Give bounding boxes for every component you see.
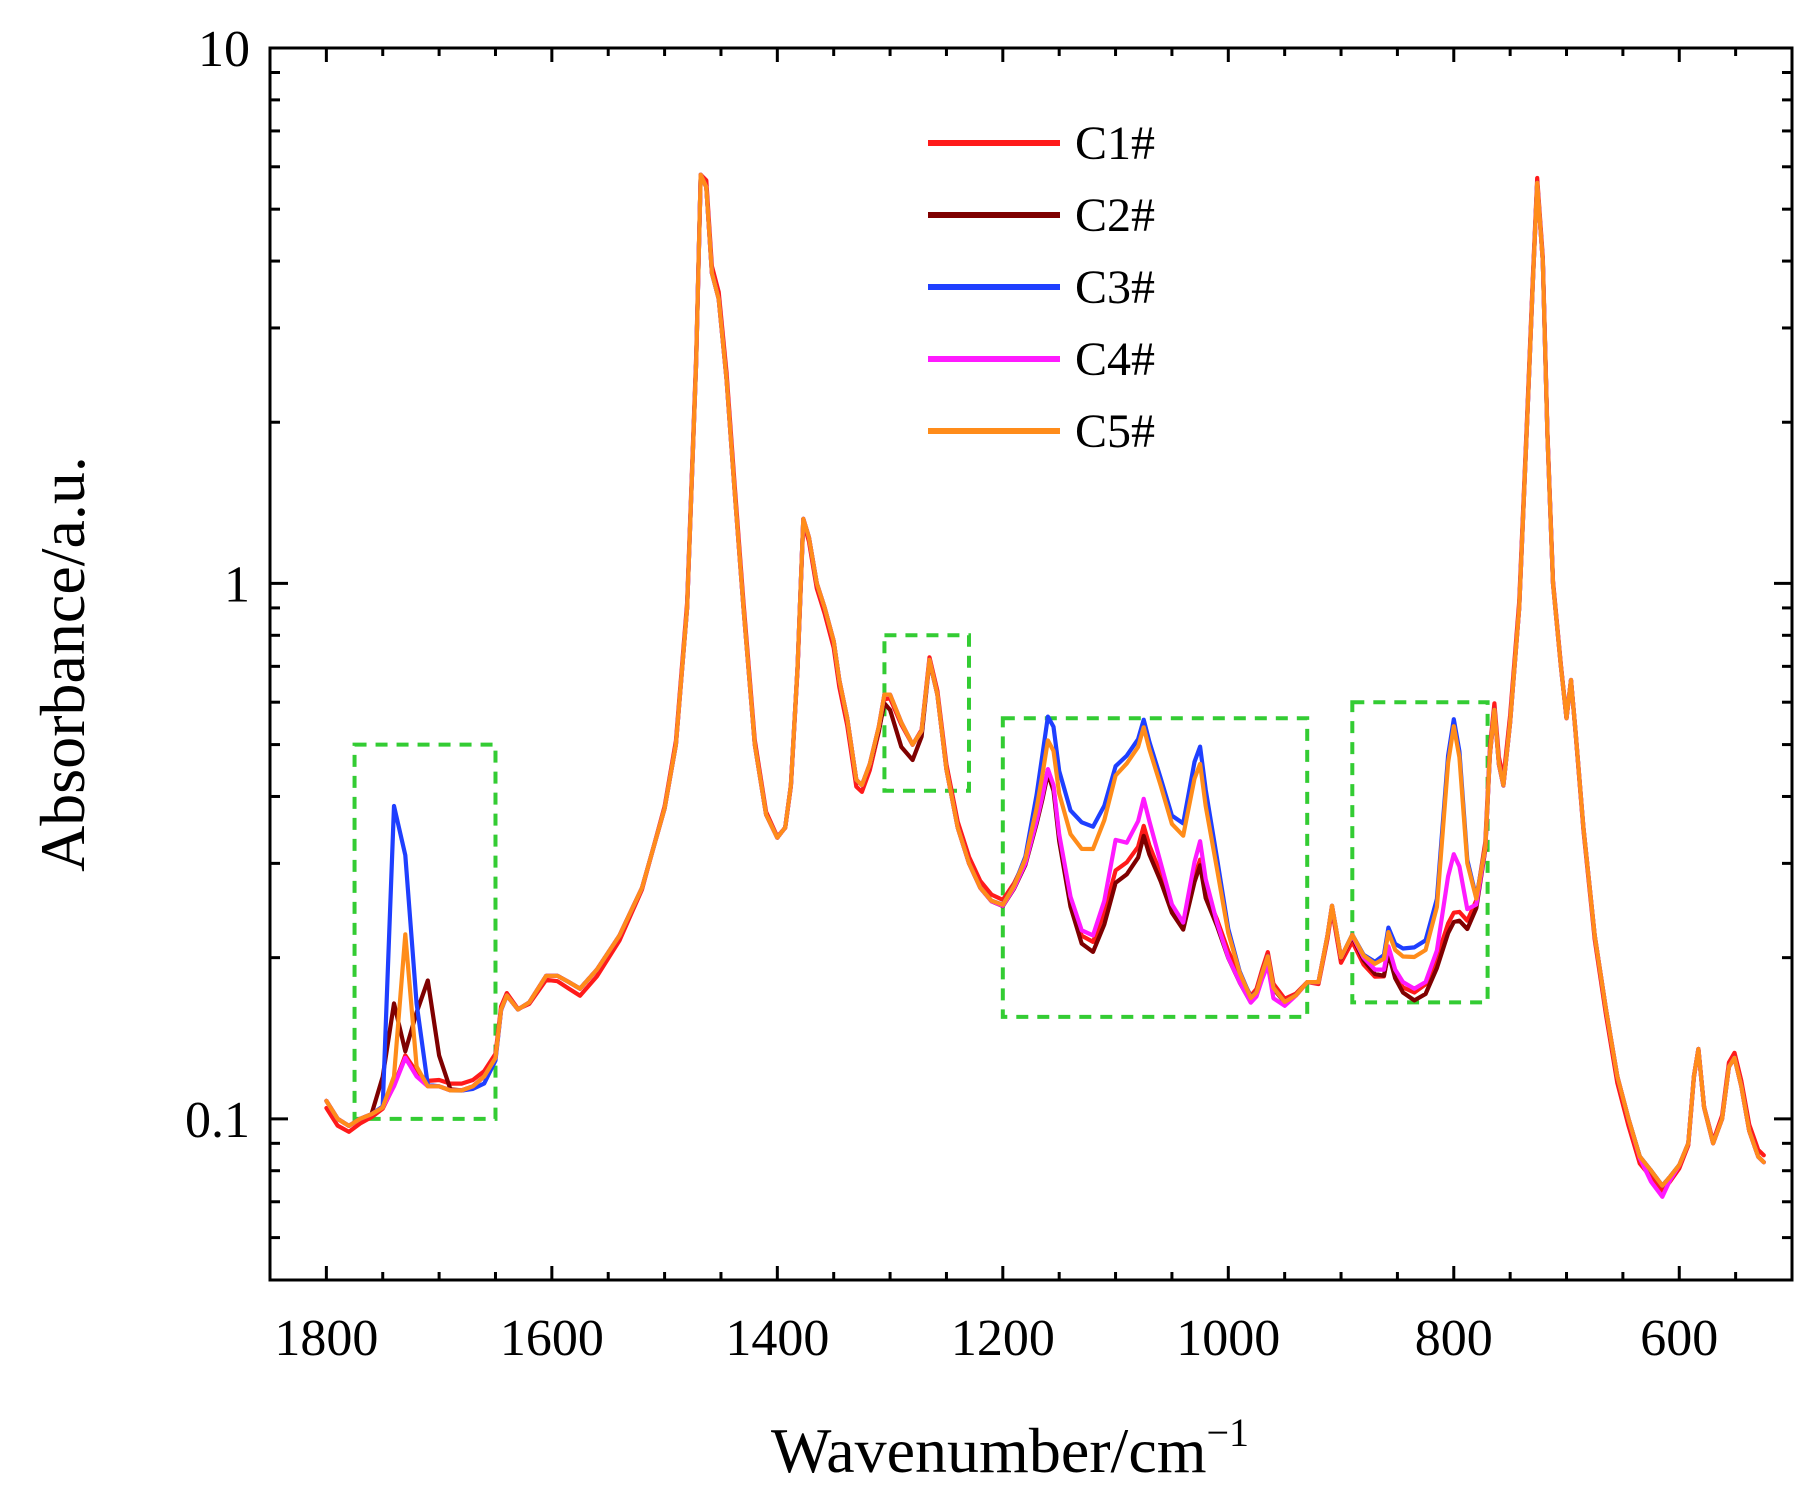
legend-label: C3# bbox=[1075, 261, 1155, 314]
dashed-region-box-1 bbox=[352, 742, 498, 1121]
x-axis-title: Wavenumber/cm−1 bbox=[771, 1410, 1249, 1486]
x-tick-label: 1600 bbox=[500, 1310, 604, 1367]
legend-label: C2# bbox=[1075, 189, 1155, 242]
x-tick-label: 800 bbox=[1415, 1310, 1493, 1367]
x-axis-title-exponent: −1 bbox=[1207, 1410, 1250, 1455]
x-tick-label: 600 bbox=[1640, 1310, 1718, 1367]
y-axis-title: Absorbance/a.u. bbox=[27, 456, 98, 872]
spectra-series bbox=[324, 172, 1766, 1199]
y-tick-label: 1 bbox=[224, 556, 250, 613]
y-tick-label: 0.1 bbox=[185, 1092, 250, 1149]
legend: C1# C2# C3# C4# C5# bbox=[928, 117, 1155, 458]
plot-frame bbox=[268, 46, 1794, 1282]
legend-label: C4# bbox=[1075, 333, 1155, 386]
x-tick-label: 1000 bbox=[1176, 1310, 1280, 1367]
y-tick-label: 10 bbox=[198, 21, 250, 78]
axis-ticks: 1800 1600 1400 1200 1000 800 600 0.1 1 10 bbox=[185, 21, 1792, 1367]
legend-label: C5# bbox=[1075, 405, 1155, 458]
x-tick-label: 1800 bbox=[274, 1310, 378, 1367]
dashed-region-box-3 bbox=[1000, 716, 1310, 1019]
dashed-region-box-4 bbox=[1350, 700, 1490, 1005]
x-axis-title-text: Wavenumber/cm bbox=[771, 1415, 1207, 1486]
x-tick-label: 1400 bbox=[725, 1310, 829, 1367]
legend-label: C1# bbox=[1075, 117, 1155, 170]
series-line-c5 bbox=[324, 172, 1766, 1188]
x-tick-label: 1200 bbox=[951, 1310, 1055, 1367]
